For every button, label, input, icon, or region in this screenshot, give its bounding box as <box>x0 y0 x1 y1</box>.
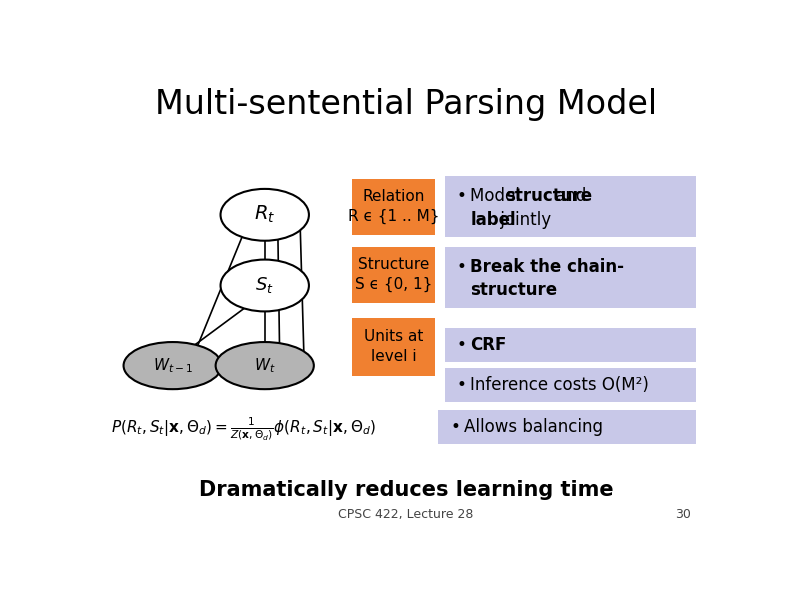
Text: Structure: Structure <box>358 257 429 272</box>
Text: Units at: Units at <box>364 329 423 344</box>
Text: $W_t$: $W_t$ <box>254 356 276 375</box>
Text: CRF: CRF <box>470 336 507 354</box>
Text: •: • <box>451 419 461 436</box>
Text: •: • <box>457 376 466 394</box>
Text: $W_{t-1}$: $W_{t-1}$ <box>153 356 192 375</box>
Ellipse shape <box>124 342 222 389</box>
Text: $R_t$: $R_t$ <box>254 204 276 225</box>
Text: label: label <box>470 211 516 228</box>
Text: and: and <box>550 187 586 205</box>
Text: Model: Model <box>470 187 525 205</box>
Text: 30: 30 <box>676 507 691 521</box>
FancyBboxPatch shape <box>444 368 695 402</box>
Text: R ϵ {1 .. M}: R ϵ {1 .. M} <box>348 209 440 223</box>
Text: $P(R_t, S_t|\mathbf{x}, \Theta_d) = \frac{1}{Z(\mathbf{x}, \Theta_d)}\phi(R_t, S: $P(R_t, S_t|\mathbf{x}, \Theta_d) = \fra… <box>111 416 376 443</box>
Text: CPSC 422, Lecture 28: CPSC 422, Lecture 28 <box>338 507 474 521</box>
Ellipse shape <box>220 189 309 241</box>
FancyBboxPatch shape <box>352 247 435 303</box>
Text: structure: structure <box>505 187 592 205</box>
Text: S ϵ {0, 1}: S ϵ {0, 1} <box>355 277 432 292</box>
Text: Inference costs O(M²): Inference costs O(M²) <box>470 376 649 394</box>
FancyBboxPatch shape <box>444 328 695 362</box>
Text: •: • <box>457 336 466 354</box>
Ellipse shape <box>215 342 314 389</box>
Text: structure: structure <box>470 281 558 299</box>
Text: Allows balancing: Allows balancing <box>464 419 604 436</box>
Text: jointly: jointly <box>495 211 551 228</box>
FancyBboxPatch shape <box>444 176 695 237</box>
Text: $S_t$: $S_t$ <box>255 275 274 296</box>
Text: •: • <box>457 187 466 205</box>
Text: level i: level i <box>371 349 417 364</box>
FancyBboxPatch shape <box>439 411 695 444</box>
Ellipse shape <box>220 259 309 312</box>
Text: •: • <box>457 258 466 275</box>
Text: Break the chain-: Break the chain- <box>470 258 624 275</box>
FancyBboxPatch shape <box>352 179 435 234</box>
FancyBboxPatch shape <box>352 318 435 376</box>
Text: Multi-sentential Parsing Model: Multi-sentential Parsing Model <box>155 88 657 121</box>
FancyBboxPatch shape <box>444 247 695 308</box>
Text: Dramatically reduces learning time: Dramatically reduces learning time <box>199 480 613 501</box>
Text: Relation: Relation <box>363 188 425 204</box>
